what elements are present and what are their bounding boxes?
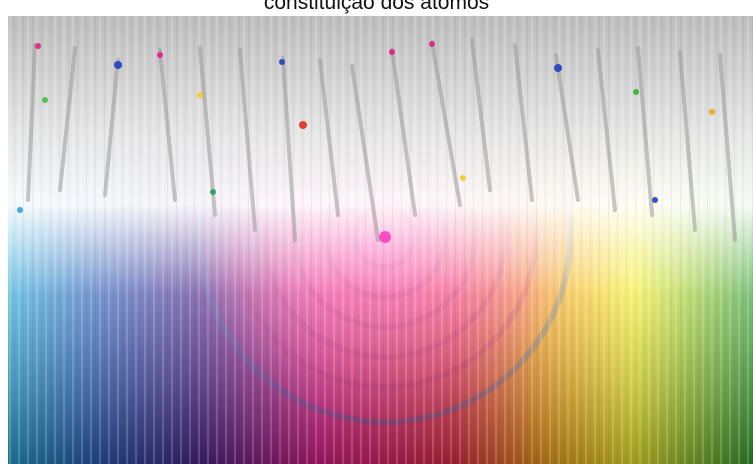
caption: constituição dos átomos	[0, 0, 753, 15]
page: {"title": "constituição dos átomos"}	[0, 0, 753, 464]
abstract-image	[8, 16, 753, 464]
picture	[0, 0, 753, 464]
